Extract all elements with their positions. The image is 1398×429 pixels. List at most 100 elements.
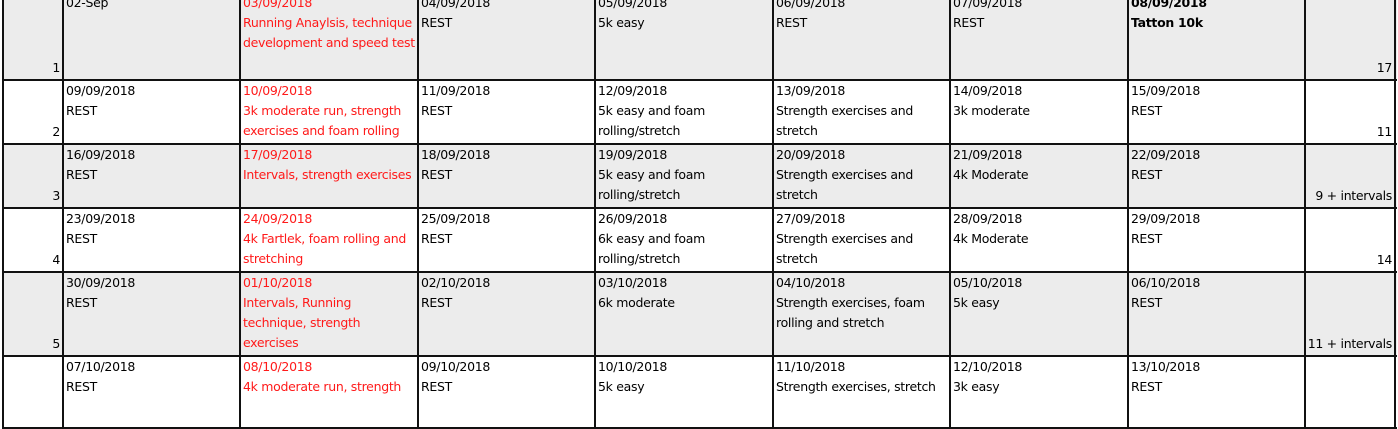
day-date: 08/09/2018 (1131, 0, 1207, 10)
day-cell[interactable]: 14/09/2018 3k moderate (949, 81, 1127, 143)
week-number: 1 (52, 60, 60, 75)
weekly-total-cell[interactable]: 14 (1304, 209, 1396, 271)
day-cell[interactable]: 08/10/2018 4k moderate run, strength (239, 357, 417, 427)
day-cell[interactable]: 02-Sep (62, 0, 239, 79)
day-activity: REST (421, 231, 452, 246)
day-activity: 5k easy (953, 295, 1000, 310)
day-date: 08/10/2018 (243, 359, 313, 374)
day-activity: REST (1131, 103, 1162, 118)
day-cell[interactable]: 24/09/2018 4k Fartlek, foam rolling and s… (239, 209, 417, 271)
day-cell[interactable]: 25/09/2018 REST (417, 209, 594, 271)
day-date: 09/10/2018 (421, 359, 491, 374)
day-cell[interactable]: 08/09/2018 Tatton 10k (1127, 0, 1304, 79)
day-date: 21/09/2018 (953, 147, 1023, 162)
day-cell[interactable]: 19/09/2018 5k easy and foam rolling/stret… (594, 145, 772, 207)
weekly-total-cell[interactable]: 9 + intervals (1304, 145, 1396, 207)
day-date: 23/09/2018 (66, 211, 136, 226)
day-activity: REST (66, 103, 97, 118)
day-cell[interactable]: 10/10/2018 5k easy (594, 357, 772, 427)
day-cell[interactable]: 09/10/2018 REST (417, 357, 594, 427)
weekly-total: 9 + intervals (1315, 188, 1392, 203)
day-date: 22/09/2018 (1131, 147, 1201, 162)
day-activity: REST (953, 15, 984, 30)
day-date: 18/09/2018 (421, 147, 491, 162)
day-cell[interactable]: 04/09/2018 REST (417, 0, 594, 79)
day-cell[interactable]: 12/09/2018 5k easy and foam rolling/stret… (594, 81, 772, 143)
day-cell[interactable]: 15/09/2018 REST (1127, 81, 1304, 143)
day-cell[interactable]: 03/09/2018 Running Anaylsis, technique de… (239, 0, 417, 79)
day-activity: REST (421, 103, 452, 118)
day-cell[interactable]: 01/10/2018 Intervals, Running technique, … (239, 273, 417, 355)
week-number-cell[interactable]: 4 (2, 209, 62, 271)
day-cell[interactable]: 06/10/2018 REST (1127, 273, 1304, 355)
day-cell[interactable]: 09/09/2018 REST (62, 81, 239, 143)
day-date: 11/10/2018 (776, 359, 846, 374)
day-date: 24/09/2018 (243, 211, 313, 226)
day-cell[interactable]: 03/10/2018 6k moderate (594, 273, 772, 355)
day-cell[interactable]: 18/09/2018 REST (417, 145, 594, 207)
day-cell[interactable]: 27/09/2018 Strength exercises and stretch (772, 209, 949, 271)
week-number-cell[interactable]: 5 (2, 273, 62, 355)
day-cell[interactable]: 12/10/2018 3k easy (949, 357, 1127, 427)
day-date: 20/09/2018 (776, 147, 846, 162)
day-activity: Strength exercises, foam rolling and str… (776, 295, 925, 330)
day-date: 10/09/2018 (243, 83, 313, 98)
day-cell[interactable]: 29/09/2018 REST (1127, 209, 1304, 271)
day-cell[interactable]: 23/09/2018 REST (62, 209, 239, 271)
day-cell[interactable]: 13/09/2018 Strength exercises and stretch (772, 81, 949, 143)
weekly-total: 11 (1376, 124, 1393, 139)
day-activity: 4k Moderate (953, 167, 1029, 182)
day-cell[interactable]: 28/09/2018 4k Moderate (949, 209, 1127, 271)
day-cell[interactable]: 06/09/2018 REST (772, 0, 949, 79)
week-row: 2 09/09/2018 REST 10/09/2018 3k moderate run… (2, 81, 1397, 145)
week-number-cell[interactable] (2, 357, 62, 427)
weekly-total-cell[interactable] (1304, 357, 1396, 427)
day-activity: REST (66, 231, 97, 246)
day-cell[interactable]: 02/10/2018 REST (417, 273, 594, 355)
day-date: 09/09/2018 (66, 83, 136, 98)
week-number-cell[interactable]: 3 (2, 145, 62, 207)
day-cell[interactable]: 16/09/2018 REST (62, 145, 239, 207)
day-activity: REST (421, 295, 452, 310)
day-cell[interactable]: 13/10/2018 REST (1127, 357, 1304, 427)
weekly-total-cell[interactable]: 17 (1304, 0, 1396, 79)
day-cell[interactable]: 07/10/2018 REST (62, 357, 239, 427)
day-cell[interactable]: 26/09/2018 6k easy and foam rolling/stret… (594, 209, 772, 271)
day-cell[interactable]: 21/09/2018 4k Moderate (949, 145, 1127, 207)
day-cell[interactable]: 11/09/2018 REST (417, 81, 594, 143)
day-cell[interactable]: 30/09/2018 REST (62, 273, 239, 355)
day-activity: REST (1131, 295, 1162, 310)
week-number-cell[interactable]: 1 (2, 0, 62, 79)
day-cell[interactable]: 04/10/2018 Strength exercises, foam rolli… (772, 273, 949, 355)
day-activity: Intervals, Running technique, strength e… (243, 295, 361, 350)
day-cell[interactable]: 05/09/2018 5k easy (594, 0, 772, 79)
day-activity: Strength exercises, stretch (776, 379, 936, 394)
day-activity: 5k easy and foam rolling/stretch (598, 167, 705, 202)
day-activity: Strength exercises and stretch (776, 231, 914, 266)
day-date: 05/10/2018 (953, 275, 1023, 290)
day-activity: REST (66, 379, 97, 394)
day-cell[interactable]: 22/09/2018 REST (1127, 145, 1304, 207)
day-activity: 4k Fartlek, foam rolling and stretching (243, 231, 406, 266)
week-number: 3 (52, 188, 60, 203)
day-date: 25/09/2018 (421, 211, 491, 226)
day-cell[interactable]: 20/09/2018 Strength exercises and stretch (772, 145, 949, 207)
weekly-total-cell[interactable]: 11 + intervals (1304, 273, 1396, 355)
day-date: 03/09/2018 (243, 0, 313, 10)
day-cell[interactable]: 05/10/2018 5k easy (949, 273, 1127, 355)
day-date: 12/10/2018 (953, 359, 1023, 374)
weekly-total-cell[interactable]: 11 (1304, 81, 1396, 143)
day-date: 16/09/2018 (66, 147, 136, 162)
day-cell[interactable]: 10/09/2018 3k moderate run, strength exer… (239, 81, 417, 143)
day-activity: REST (776, 15, 807, 30)
day-cell[interactable]: 07/09/2018 REST (949, 0, 1127, 79)
day-date: 06/10/2018 (1131, 275, 1201, 290)
week-number-cell[interactable]: 2 (2, 81, 62, 143)
day-date: 13/10/2018 (1131, 359, 1201, 374)
day-cell[interactable]: 11/10/2018 Strength exercises, stretch (772, 357, 949, 427)
week-number: 5 (52, 336, 60, 351)
day-date: 03/10/2018 (598, 275, 668, 290)
day-activity: 3k moderate run, strength exercises and … (243, 103, 402, 138)
day-cell[interactable]: 17/09/2018 Intervals, strength exercises (239, 145, 417, 207)
